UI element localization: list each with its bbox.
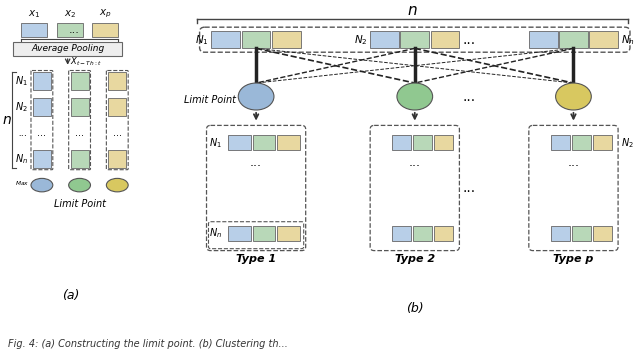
Text: $n$: $n$ <box>3 113 12 127</box>
Bar <box>211 31 240 48</box>
Bar <box>21 23 47 37</box>
Text: $N_2$: $N_2$ <box>621 136 634 150</box>
Bar <box>272 31 301 48</box>
Bar <box>559 31 588 48</box>
Text: $x_2$: $x_2$ <box>63 9 76 20</box>
Text: $X_{t-Th:t}$: $X_{t-Th:t}$ <box>70 56 101 68</box>
Text: ...: ... <box>568 156 579 168</box>
Bar <box>228 135 251 151</box>
Bar <box>572 135 591 151</box>
Bar <box>70 151 88 168</box>
Text: ...: ... <box>69 25 80 35</box>
Ellipse shape <box>556 83 591 110</box>
Bar <box>242 31 271 48</box>
Text: Type 1: Type 1 <box>236 255 276 265</box>
Text: $N_1$: $N_1$ <box>209 136 222 150</box>
Text: ...: ... <box>37 128 46 138</box>
Bar <box>550 135 570 151</box>
Bar <box>593 226 612 241</box>
Text: (b): (b) <box>406 302 424 315</box>
Bar <box>277 226 300 241</box>
Text: ...: ... <box>75 128 84 138</box>
Bar <box>434 226 454 241</box>
FancyBboxPatch shape <box>13 42 122 56</box>
Bar <box>108 99 126 116</box>
Bar <box>33 151 51 168</box>
Ellipse shape <box>31 178 53 192</box>
Bar <box>92 23 118 37</box>
Text: Type 2: Type 2 <box>395 255 435 265</box>
Bar <box>593 135 612 151</box>
Text: $x_1$: $x_1$ <box>28 9 40 20</box>
Text: $^{Max}$: $^{Max}$ <box>15 180 29 190</box>
Text: (a): (a) <box>62 289 79 302</box>
Bar <box>550 226 570 241</box>
Ellipse shape <box>397 83 433 110</box>
Text: Fig. 4: (a) Constructing the limit point. (b) Clustering th...: Fig. 4: (a) Constructing the limit point… <box>8 339 288 349</box>
Bar <box>33 99 51 116</box>
Bar <box>392 226 412 241</box>
Text: ...: ... <box>19 128 28 138</box>
Bar <box>529 31 557 48</box>
Text: ...: ... <box>463 33 476 47</box>
Bar <box>108 72 126 90</box>
Text: Average Pooling: Average Pooling <box>31 44 104 53</box>
Text: ...: ... <box>463 181 476 195</box>
Bar <box>57 23 83 37</box>
Text: ...: ... <box>250 156 262 168</box>
Bar <box>431 31 460 48</box>
Text: $N_n$: $N_n$ <box>621 33 635 47</box>
Bar <box>253 135 275 151</box>
Text: $N_2$: $N_2$ <box>353 33 367 47</box>
Ellipse shape <box>68 178 90 192</box>
Text: $N_1$: $N_1$ <box>195 33 209 47</box>
Bar <box>434 135 454 151</box>
Bar <box>413 135 433 151</box>
Text: $N_n$: $N_n$ <box>209 226 223 240</box>
Text: $n$: $n$ <box>407 2 418 17</box>
Bar <box>370 31 399 48</box>
Bar <box>589 31 618 48</box>
Text: $N_2$: $N_2$ <box>15 100 28 114</box>
Text: $N_n$: $N_n$ <box>15 152 28 166</box>
Text: Limit Point: Limit Point <box>54 199 106 209</box>
Text: ...: ... <box>409 156 420 168</box>
Ellipse shape <box>106 178 128 192</box>
Text: Type p: Type p <box>553 255 594 265</box>
Bar <box>33 72 51 90</box>
Bar <box>70 72 88 90</box>
Bar <box>108 151 126 168</box>
Bar <box>70 99 88 116</box>
Text: ...: ... <box>463 89 476 104</box>
Text: ...: ... <box>113 128 122 138</box>
Bar <box>572 226 591 241</box>
Text: $x_p$: $x_p$ <box>99 8 112 20</box>
Bar <box>401 31 429 48</box>
Bar <box>253 226 275 241</box>
Bar <box>413 226 433 241</box>
Bar <box>392 135 412 151</box>
Text: Limit Point: Limit Point <box>184 95 236 105</box>
Ellipse shape <box>238 83 274 110</box>
Text: $N_1$: $N_1$ <box>15 74 28 88</box>
Bar <box>228 226 251 241</box>
Bar <box>277 135 300 151</box>
